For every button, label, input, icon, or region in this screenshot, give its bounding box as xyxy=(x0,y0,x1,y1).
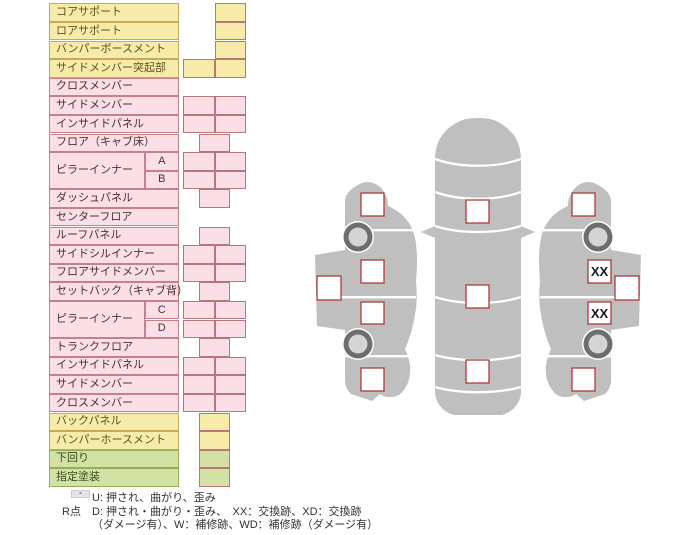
svg-text:XX: XX xyxy=(591,306,609,321)
svg-text:XX: XX xyxy=(591,264,609,279)
